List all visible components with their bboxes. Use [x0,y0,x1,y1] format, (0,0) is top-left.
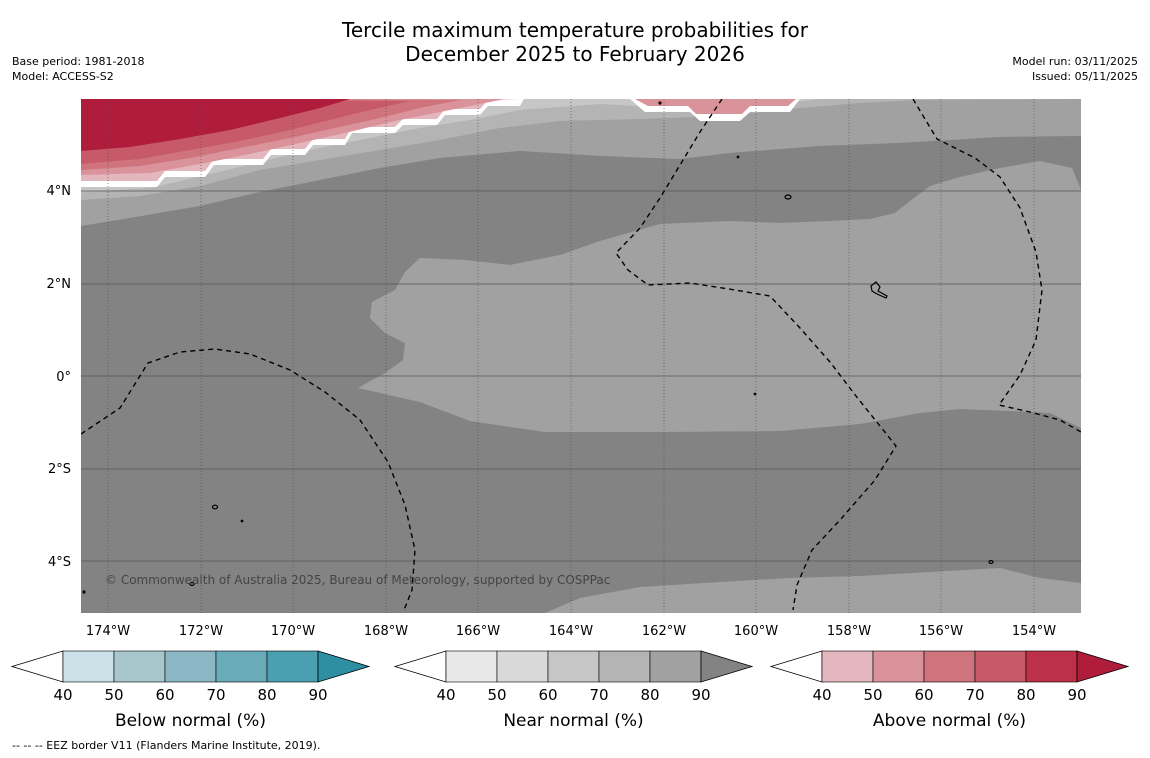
lat-label-4s: 4°S [48,555,71,570]
lat-label-4n: 4°N [47,184,72,199]
colorbar-near: 40 50 60 70 80 90 Near normal (%) [393,650,754,731]
eez-borders [81,99,1081,611]
colorbar-below-segment [164,650,217,683]
base-period: Base period: 1981-2018 [12,55,145,68]
island-7 [240,519,244,523]
field-near-80-90-mid [81,136,1081,613]
lon-label-158w: 158°W [827,624,871,639]
title-line-1: Tercile maximum temperature probabilitie… [342,18,808,42]
colorbar-near-segment [547,650,600,683]
colorbar-above-segment [923,650,976,683]
island-kiritimati [870,281,888,299]
colorbar-above-under [769,650,823,683]
colorbar-above-tick: 40 [812,686,831,704]
colorbar-near-under [393,650,447,683]
colorbar-near-tick: 70 [589,686,608,704]
issued-date: Issued: 05/11/2025 [1031,70,1138,83]
island-6 [753,392,757,396]
island-1 [784,194,792,200]
lon-labels: 174°W 172°W 170°W 168°W 166°W 164°W 162°… [86,624,1056,639]
meta-left: Base period: 1981-2018 Model: ACCESS-S2 [12,54,144,84]
lon-label-160w: 160°W [734,624,778,639]
eez-footnote: -- -- -- EEZ border V11 (Flanders Marine… [12,739,321,752]
colorbar-below-segment [62,650,115,683]
lon-label-154w: 154°W [1012,624,1056,639]
colorbar-below-segment [113,650,166,683]
lon-label-172w: 172°W [179,624,223,639]
model-name: Model: ACCESS-S2 [12,70,114,83]
colorbar-below-label: Below normal (%) [115,711,266,731]
eez-border-central [615,99,897,611]
colorbar-below: 40 50 60 70 80 90 Below normal (%) [10,650,371,731]
map-area: © Commonwealth of Australia 2025, Bureau… [81,99,1081,613]
island-5 [736,155,740,159]
eez-border-east [912,99,1081,433]
lat-label-0: 0° [56,370,71,385]
colorbar-above: 40 50 60 70 80 90 Above normal (%) [769,650,1130,731]
island-9 [82,590,86,594]
colorbar-below-over [317,650,371,683]
colorbar-above-over [1076,650,1130,683]
lon-label-174w: 174°W [86,624,130,639]
colorbar-below-tick: 70 [206,686,225,704]
colorbars: 40 50 60 70 80 90 Below normal (%) 40 50 60 70 80 90… [10,650,1130,731]
chart-title: Tercile maximum temperature probabilitie… [250,18,900,66]
colorbar-above-segment [821,650,874,683]
island-2 [211,504,219,510]
lon-label-162w: 162°W [642,624,686,639]
colorbar-above-tick: 70 [965,686,984,704]
map-credit: © Commonwealth of Australia 2025, Bureau… [105,573,610,587]
lon-label-164w: 164°W [549,624,593,639]
colorbar-near-tick: 90 [691,686,710,704]
meta-right: Model run: 03/11/2025 Issued: 05/11/2025 [1012,54,1138,84]
lat-label-2n: 2°N [47,277,72,292]
graticule-lat [81,190,1081,562]
colorbar-above-segment [872,650,925,683]
eez-border-west [81,348,416,611]
colorbar-near-label: Near normal (%) [503,711,643,731]
colorbar-above-tick: 90 [1067,686,1086,704]
field-near-70-80-south [545,568,1081,613]
colorbar-near-tick: 40 [436,686,455,704]
colorbar-below-segment [266,650,319,683]
lon-label-156w: 156°W [919,624,963,639]
colorbar-near-tick: 50 [487,686,506,704]
island-8 [658,101,662,105]
lon-label-168w: 168°W [364,624,408,639]
colorbar-below-tick: 80 [257,686,276,704]
field-above-90 [81,99,350,151]
colorbar-above-tick: 50 [863,686,882,704]
colorbar-above-segment [974,650,1027,683]
colorbar-below-tick: 40 [53,686,72,704]
islands [82,101,994,594]
colorbar-below-tick: 50 [104,686,123,704]
colorbar-below-tick: 60 [155,686,174,704]
colorbar-above-segment [1025,650,1078,683]
lon-label-170w: 170°W [271,624,315,639]
model-run: Model run: 03/11/2025 [1012,55,1138,68]
colorbar-above-label: Above normal (%) [873,711,1026,731]
colorbar-above-tick: 80 [1016,686,1035,704]
island-4 [988,559,994,565]
colorbar-near-segment [445,650,498,683]
colorbar-near-tick: 80 [640,686,659,704]
colorbar-above-tick: 60 [914,686,933,704]
colorbar-below-tick: 90 [308,686,327,704]
lon-label-166w: 166°W [456,624,500,639]
colorbar-near-over [700,650,754,683]
colorbar-near-tick: 60 [538,686,557,704]
island-3 [189,581,195,587]
colorbar-near-segment [598,650,651,683]
colorbar-below-segment [215,650,268,683]
colorbar-near-segment [496,650,549,683]
colorbar-below-under [10,650,64,683]
lat-label-2s: 2°S [48,462,71,477]
title-line-2: December 2025 to February 2026 [405,42,745,66]
field-near-70-80-central [358,161,1081,432]
lat-labels: 4°N 2°N 0° 2°S 4°S [47,184,72,570]
colorbar-near-segment [649,650,702,683]
